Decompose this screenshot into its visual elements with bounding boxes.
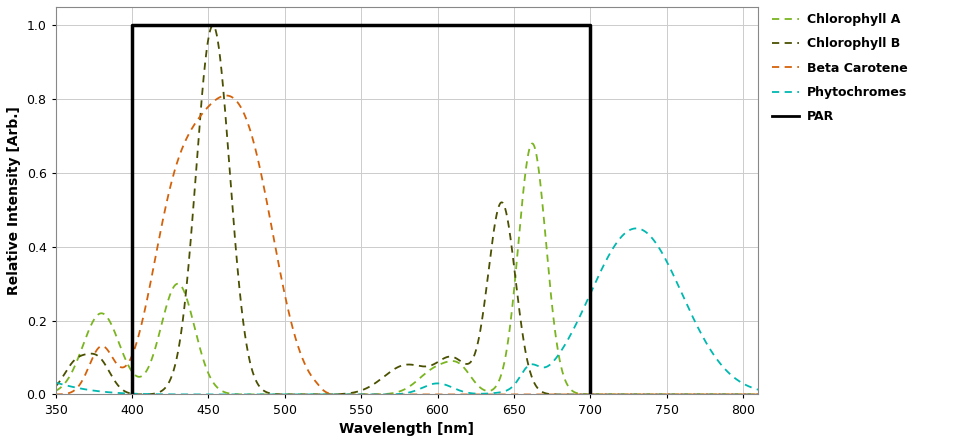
Legend: Chlorophyll A, Chlorophyll B, Beta Carotene, Phytochromes, PAR: Chlorophyll A, Chlorophyll B, Beta Carot…	[772, 13, 907, 123]
Y-axis label: Relative Intensity [Arb.]: Relative Intensity [Arb.]	[7, 106, 21, 295]
X-axis label: Wavelength [nm]: Wavelength [nm]	[340, 422, 474, 436]
